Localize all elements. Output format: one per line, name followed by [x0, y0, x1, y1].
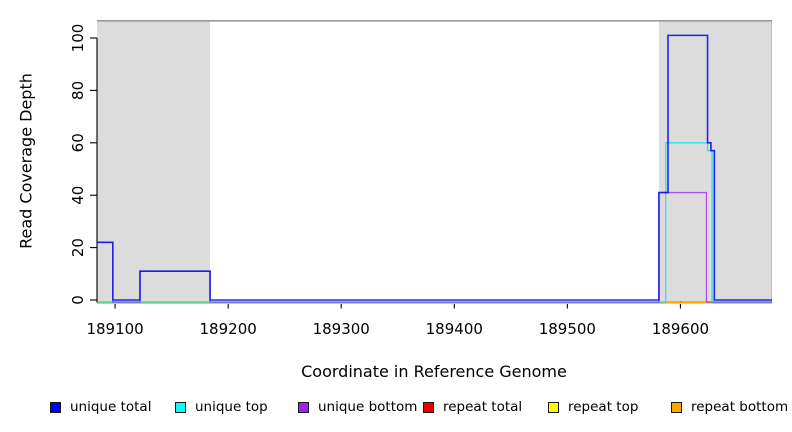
unique-total-swatch-icon	[50, 401, 61, 413]
series-line-unique-top	[97, 142, 772, 304]
legend-item-unique-total: unique total	[50, 398, 151, 416]
legend-item-repeat-bottom: repeat bottom	[671, 398, 788, 416]
y-tick-label: 100	[69, 24, 87, 53]
repeat-total-swatch-icon	[423, 401, 434, 413]
unique-bottom-swatch-icon	[298, 401, 309, 413]
repeat-bottom-swatch-icon	[671, 401, 682, 413]
y-tick-label: 20	[69, 238, 87, 257]
y-tick-label: 80	[69, 81, 87, 100]
repeat-top-swatch-icon	[548, 401, 559, 413]
legend-item-unique-top: unique top	[175, 398, 268, 416]
shaded-region	[658, 20, 772, 303]
unique-top-swatch-icon	[175, 401, 186, 413]
legend-item-repeat-total: repeat total	[423, 398, 522, 416]
legend-item-repeat-top: repeat top	[548, 398, 638, 416]
y-tick-label: 40	[69, 186, 87, 205]
x-axis-title: Coordinate in Reference Genome	[301, 362, 567, 381]
shaded-region	[97, 20, 211, 303]
legend-label: unique total	[70, 399, 152, 415]
legend-label: repeat total	[443, 399, 523, 415]
x-tick-label: 189100	[86, 320, 143, 338]
y-tick-label: 0	[69, 295, 87, 305]
y-axis-title: Read Coverage Depth	[16, 73, 36, 249]
series-line-unique-total	[97, 34, 772, 301]
x-tick-label: 189500	[539, 320, 596, 338]
y-tick-label: 60	[69, 133, 87, 152]
x-tick-label: 189600	[652, 320, 709, 338]
legend-label: unique bottom	[318, 399, 418, 415]
legend-label: repeat bottom	[691, 399, 789, 415]
x-tick-label: 189200	[200, 320, 257, 338]
plot-area: 0 20 40 60 80 100 189100 189200 189300 189400 1895…	[69, 20, 772, 338]
legend-item-unique-bottom: unique bottom	[298, 398, 417, 416]
legend: unique total unique top unique bottom re…	[0, 398, 792, 420]
x-tick-label: 189400	[426, 320, 483, 338]
x-tick-label: 189300	[313, 320, 370, 338]
legend-label: unique top	[195, 399, 268, 415]
legend-label: repeat top	[568, 399, 639, 415]
